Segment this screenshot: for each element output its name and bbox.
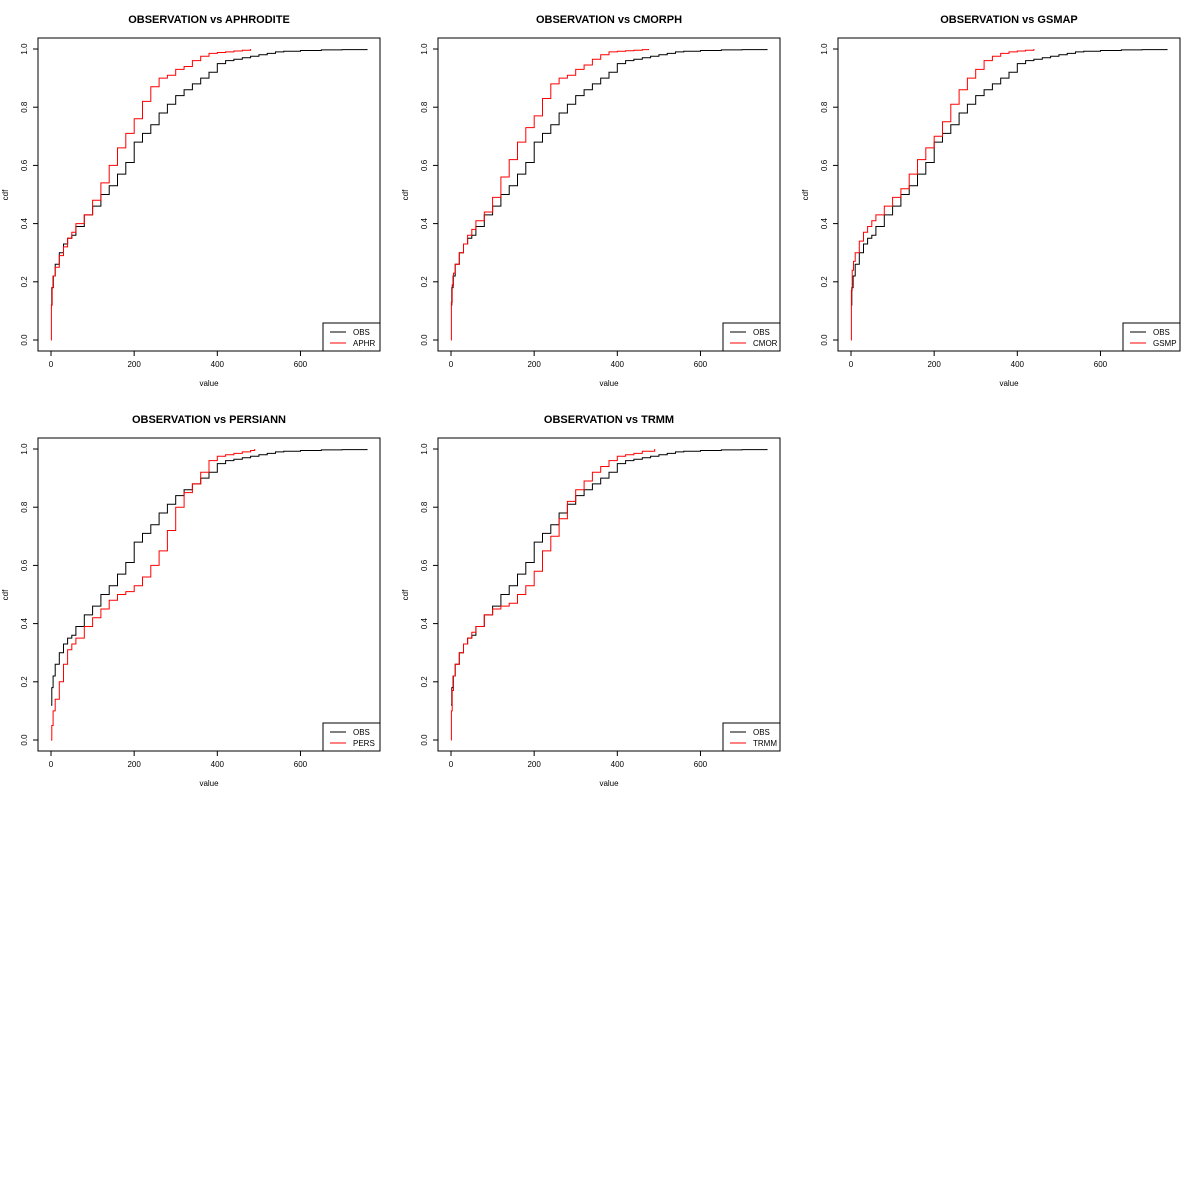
y-axis-label: cdf bbox=[1, 589, 10, 600]
y-tick-label: 0.8 bbox=[420, 101, 429, 113]
legend-label-obs: OBS bbox=[753, 728, 770, 737]
chart-panel-1: OBSERVATION vs APHRODITE 0 200 400 600 value 0… bbox=[1, 14, 381, 388]
y-tick-label: 0.8 bbox=[420, 501, 429, 513]
y-tick-label: 1.0 bbox=[20, 443, 29, 455]
y-tick-label: 0.8 bbox=[20, 501, 29, 513]
y-axis-label: cdf bbox=[801, 189, 810, 200]
x-tick-label: 0 bbox=[49, 360, 54, 369]
legend-label-obs: OBS bbox=[753, 328, 770, 337]
y-tick-label: 1.0 bbox=[820, 43, 829, 55]
y-tick-label: 1.0 bbox=[420, 443, 429, 455]
y-axis-label: cdf bbox=[1, 189, 10, 200]
chart-title: OBSERVATION vs CMORPH bbox=[536, 14, 682, 26]
x-tick-label: 200 bbox=[127, 760, 141, 769]
y-axis-label: cdf bbox=[401, 589, 410, 600]
y-tick-label: 1.0 bbox=[420, 43, 429, 55]
x-tick-label: 600 bbox=[694, 360, 708, 369]
legend-label-gsmp: GSMP bbox=[1153, 339, 1177, 348]
y-tick-label: 0.2 bbox=[20, 676, 29, 688]
y-tick-label: 0.2 bbox=[420, 676, 429, 688]
y-tick-label: 0.8 bbox=[820, 101, 829, 113]
y-tick-label: 0.6 bbox=[420, 559, 429, 571]
y-tick-label: 0.0 bbox=[820, 334, 829, 346]
series-cmor-line bbox=[450, 49, 649, 341]
chart-panel-5: OBSERVATION vs TRMM 0 200 400 600 value 0.0 0.2… bbox=[401, 414, 781, 788]
y-axis-label: cdf bbox=[401, 189, 410, 200]
x-tick-label: 400 bbox=[211, 760, 225, 769]
x-tick-label: 200 bbox=[927, 360, 941, 369]
series-pers-line bbox=[51, 449, 256, 741]
x-axis-label: value bbox=[199, 779, 219, 788]
x-tick-label: 600 bbox=[294, 760, 308, 769]
series-obs-line bbox=[851, 49, 1168, 306]
y-tick-label: 0.6 bbox=[20, 159, 29, 171]
x-axis-label: value bbox=[599, 379, 619, 388]
y-tick-label: 0.4 bbox=[420, 217, 429, 229]
series-obs-line bbox=[51, 449, 368, 706]
series-gsmp-line bbox=[850, 49, 1035, 341]
chart-title: OBSERVATION vs TRMM bbox=[544, 414, 674, 426]
y-tick-label: 0.6 bbox=[420, 159, 429, 171]
x-tick-label: 400 bbox=[1011, 360, 1025, 369]
chart-panel-3: OBSERVATION vs GSMAP 0 200 400 600 value 0.0 0.… bbox=[801, 14, 1181, 388]
x-tick-label: 0 bbox=[49, 760, 54, 769]
x-tick-label: 0 bbox=[449, 360, 454, 369]
y-tick-label: 0.8 bbox=[20, 101, 29, 113]
y-tick-label: 1.0 bbox=[20, 43, 29, 55]
y-tick-label: 0.0 bbox=[20, 334, 29, 346]
y-tick-label: 0.6 bbox=[20, 559, 29, 571]
legend-label-pers: PERS bbox=[353, 739, 375, 748]
series-aphr-line bbox=[50, 49, 252, 341]
x-tick-label: 600 bbox=[1094, 360, 1108, 369]
y-tick-label: 0.4 bbox=[420, 617, 429, 629]
series-obs-line bbox=[451, 49, 768, 306]
y-tick-label: 0.4 bbox=[20, 617, 29, 629]
chart-panel-2: OBSERVATION vs CMORPH 0 200 400 600 value 0.0 0… bbox=[401, 14, 781, 388]
x-tick-label: 200 bbox=[527, 760, 541, 769]
y-tick-label: 0.2 bbox=[20, 276, 29, 288]
legend-label-cmor: CMOR bbox=[753, 339, 778, 348]
x-axis-label: value bbox=[999, 379, 1019, 388]
x-tick-label: 600 bbox=[294, 360, 308, 369]
legend-box bbox=[722, 322, 781, 352]
y-tick-label: 0.0 bbox=[420, 334, 429, 346]
x-tick-label: 400 bbox=[611, 760, 625, 769]
chart-title: OBSERVATION vs GSMAP bbox=[940, 14, 1078, 26]
x-tick-label: 200 bbox=[127, 360, 141, 369]
x-axis-label: value bbox=[599, 779, 619, 788]
y-tick-label: 0.4 bbox=[820, 217, 829, 229]
legend-label-obs: OBS bbox=[353, 328, 370, 337]
legend-box bbox=[322, 722, 381, 752]
legend-box bbox=[322, 322, 381, 352]
x-axis-label: value bbox=[199, 379, 219, 388]
chart-title: OBSERVATION vs PERSIANN bbox=[132, 414, 286, 426]
series-trmm-line bbox=[450, 449, 656, 741]
legend-label-aphr: APHR bbox=[353, 339, 375, 348]
y-tick-label: 0.4 bbox=[20, 217, 29, 229]
chart-title: OBSERVATION vs APHRODITE bbox=[128, 14, 290, 26]
x-tick-label: 0 bbox=[449, 760, 454, 769]
legend-label-obs: OBS bbox=[1153, 328, 1170, 337]
chart-panel-4: OBSERVATION vs PERSIANN 0 200 400 600 value 0.… bbox=[1, 414, 381, 788]
y-tick-label: 0.0 bbox=[20, 734, 29, 746]
legend-label-obs: OBS bbox=[353, 728, 370, 737]
legend-box bbox=[1122, 322, 1181, 352]
x-tick-label: 400 bbox=[211, 360, 225, 369]
y-tick-label: 0.2 bbox=[420, 276, 429, 288]
legend-box bbox=[722, 722, 781, 752]
x-tick-label: 200 bbox=[527, 360, 541, 369]
x-tick-label: 0 bbox=[849, 360, 854, 369]
legend-label-trmm: TRMM bbox=[753, 739, 777, 748]
x-tick-label: 400 bbox=[611, 360, 625, 369]
y-tick-label: 0.0 bbox=[420, 734, 429, 746]
y-tick-label: 0.2 bbox=[820, 276, 829, 288]
x-tick-label: 600 bbox=[694, 760, 708, 769]
y-tick-label: 0.6 bbox=[820, 159, 829, 171]
